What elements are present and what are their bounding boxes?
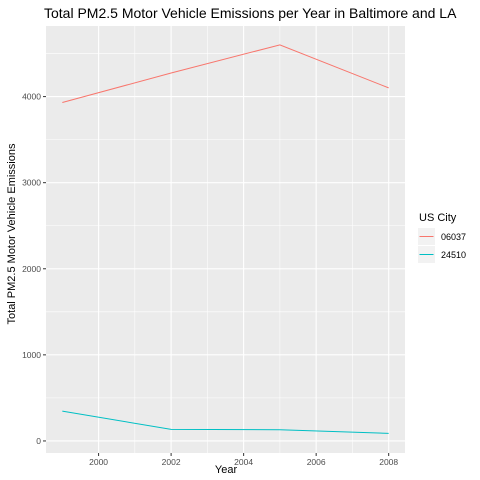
y-axis-title: Total PM2.5 Motor Vehicle Emissions: [6, 143, 18, 324]
axis-ticks: 2000 2002 2004 2006 2008 0 1000 2000 3000 4000: [22, 92, 398, 467]
y-tick-label: 2000: [22, 264, 41, 274]
series-line-06037: [62, 44, 389, 104]
legend-label-24510: 24510: [441, 250, 466, 260]
chart-title: Total PM2.5 Motor Vehicle Emissions per …: [44, 5, 457, 21]
x-tick-label: 2008: [379, 457, 398, 467]
x-axis-title: Year: [215, 464, 238, 476]
y-tick-label: 4000: [22, 92, 41, 102]
y-tick-label: 3000: [22, 178, 41, 188]
x-tick-label: 2002: [162, 457, 181, 467]
legend-title: US City: [419, 212, 457, 224]
gridlines: [46, 26, 405, 453]
x-tick-label: 2006: [307, 457, 326, 467]
x-tick-label: 2004: [234, 457, 253, 467]
x-tick-label: 2000: [89, 457, 108, 467]
y-tick-label: 0: [36, 436, 41, 446]
plot-panel: [46, 26, 405, 453]
panel-background: [46, 26, 405, 453]
legend-label-06037: 06037: [441, 232, 466, 242]
series-lines: [62, 44, 389, 434]
series-line-24510: [62, 410, 389, 434]
y-tick-label: 1000: [22, 350, 41, 360]
legend: US City 06037 24510: [418, 212, 466, 263]
